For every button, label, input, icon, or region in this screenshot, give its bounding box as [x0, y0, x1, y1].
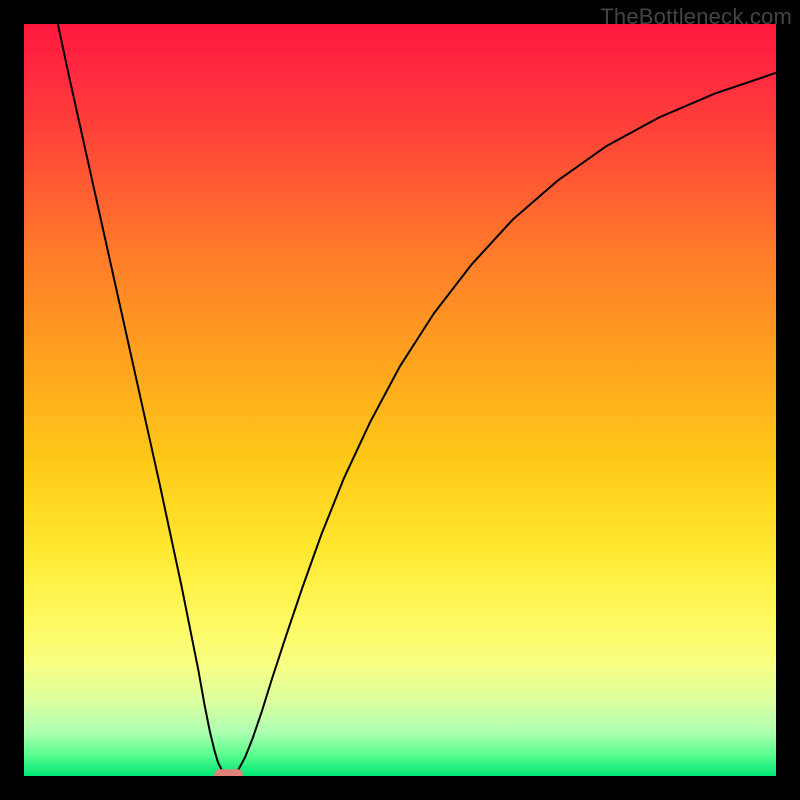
- gradient-background: [24, 24, 776, 776]
- optimal-marker: [214, 769, 243, 776]
- chart-container: TheBottleneck.com: [0, 0, 800, 800]
- plot-area: [24, 24, 776, 776]
- watermark-label: TheBottleneck.com: [600, 4, 792, 30]
- gradient-plot-svg: [24, 24, 776, 776]
